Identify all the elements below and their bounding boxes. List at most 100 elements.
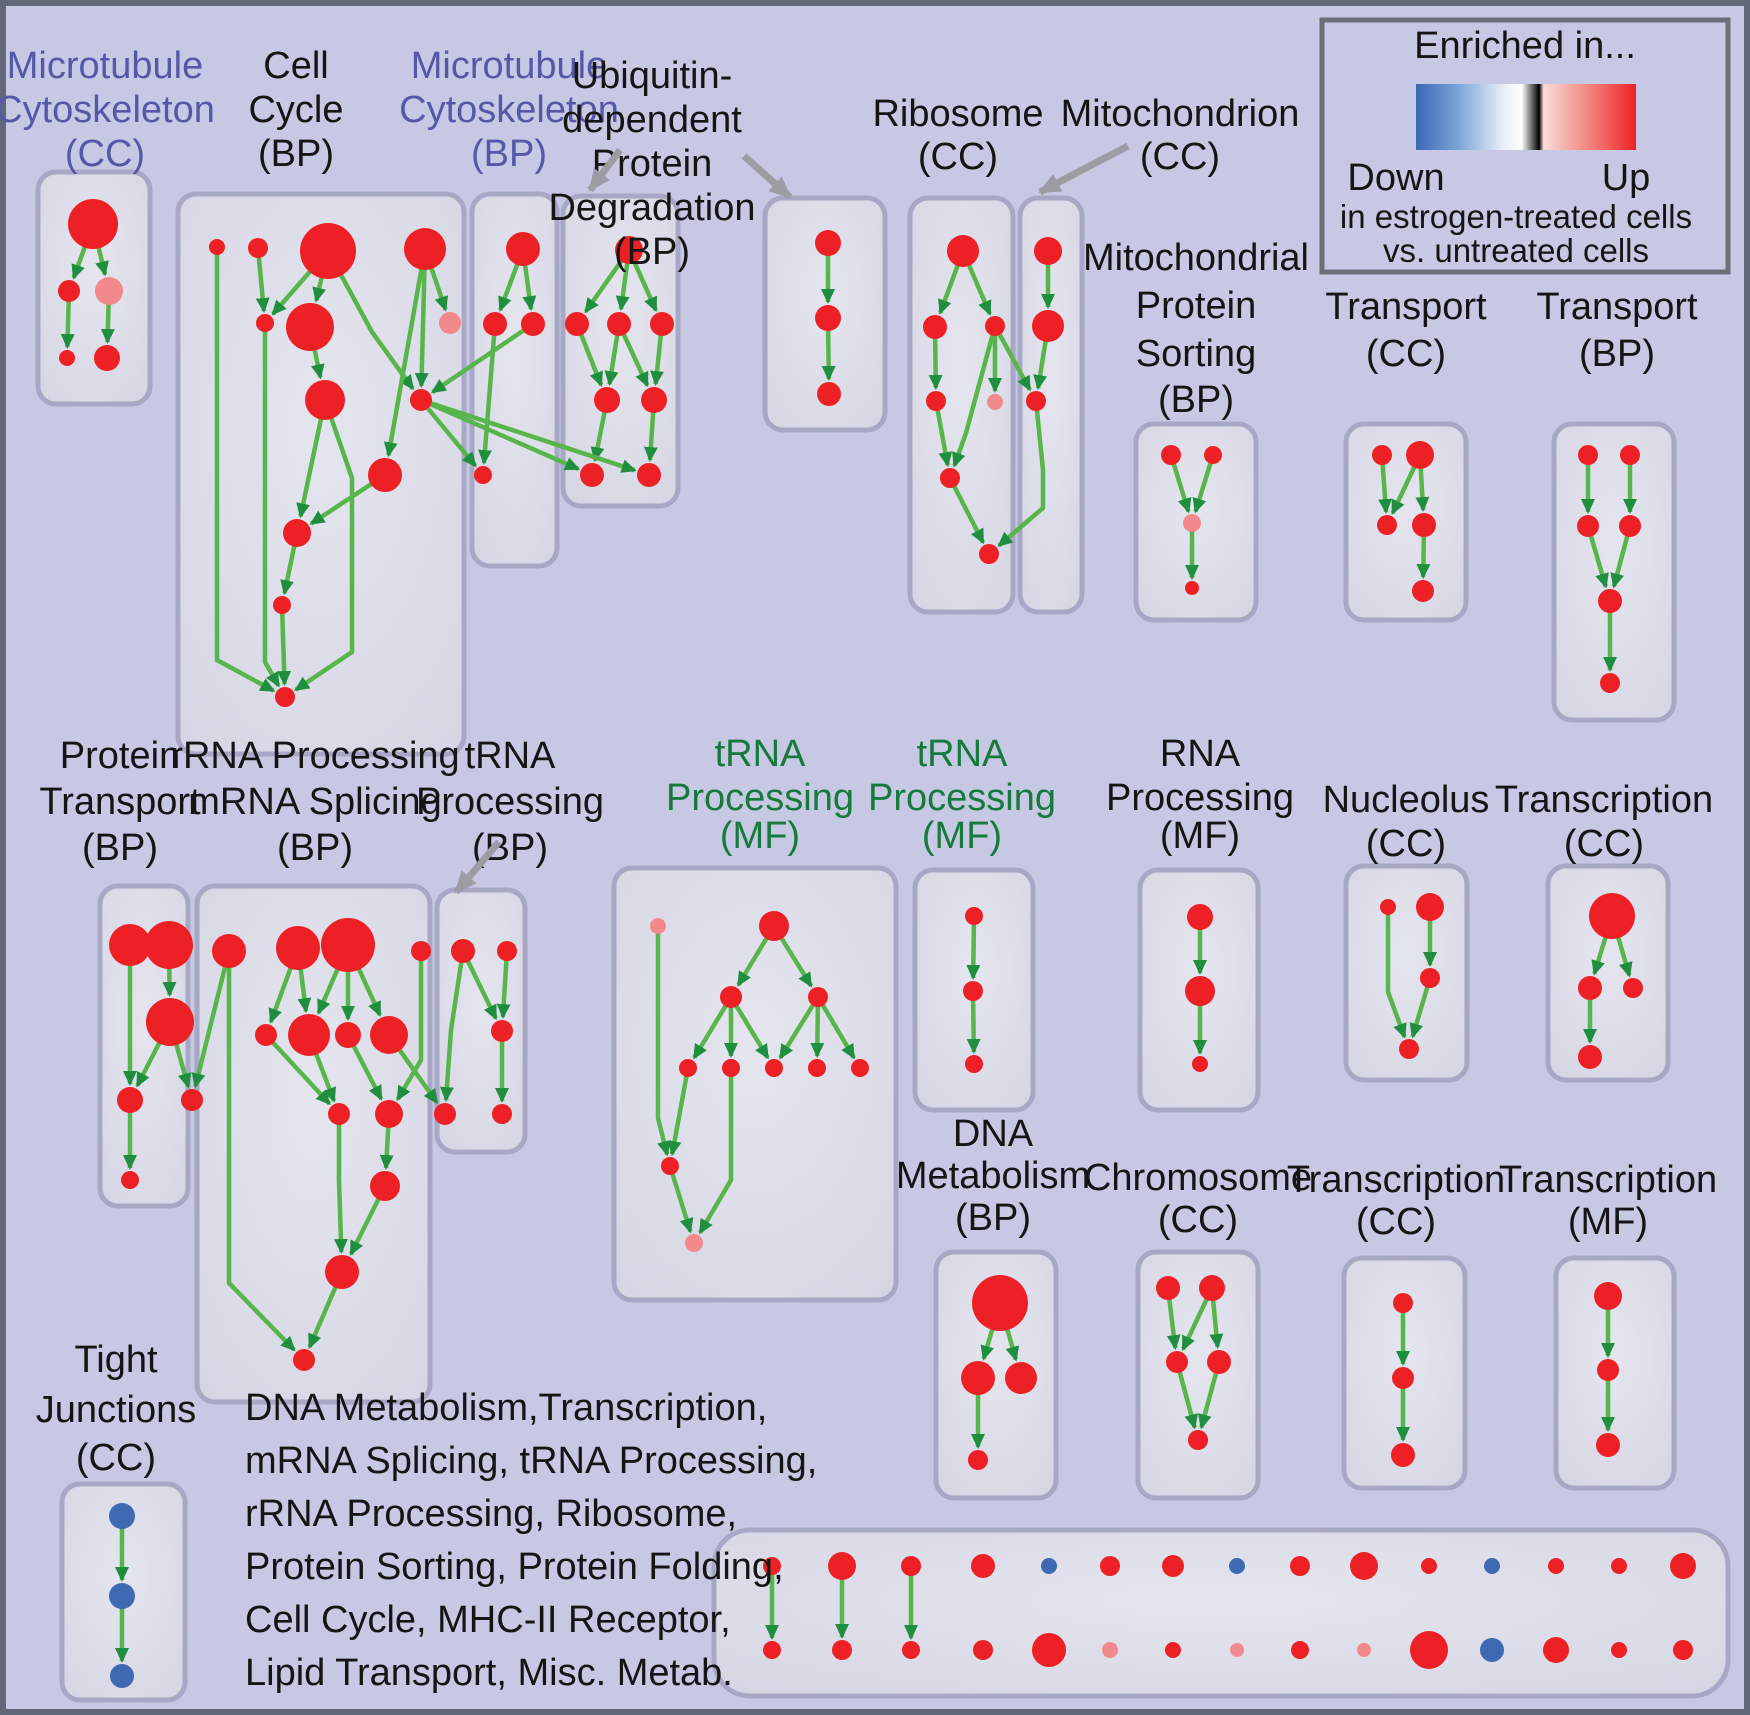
go-term-node-red (615, 236, 643, 264)
edge-arrow (729, 995, 770, 1060)
go-term-node-red (1026, 391, 1046, 411)
go-term-node-blue (109, 1583, 135, 1609)
go-term-node-pink (1230, 1643, 1244, 1657)
edge-arrow (419, 398, 478, 468)
cluster-box-cell-cycle-bp (175, 191, 467, 757)
label-pointer-arrow (453, 839, 502, 895)
cluster-label-ubiquitin-degradation-a: dependent (562, 99, 742, 141)
legend-title: Enriched in... (1414, 25, 1636, 67)
go-term-node-red (973, 1640, 993, 1660)
go-term-node-red (565, 312, 589, 336)
go-term-node-red (1623, 978, 1643, 998)
go-term-node-red (68, 199, 118, 249)
cluster-label-rna-transport-bp: (BP) (1579, 333, 1655, 375)
cluster-box-nucleolus-cc (1343, 863, 1470, 1083)
go-term-node-blue (110, 1664, 134, 1688)
go-term-node-red (1578, 976, 1602, 1000)
go-term-node-red (497, 941, 517, 961)
cluster-label-mitochondrial-protein-sorting-bp: (BP) (1158, 379, 1234, 421)
edge-arrow (667, 1165, 694, 1234)
go-term-node-red (492, 1104, 512, 1124)
go-term-node-red (926, 391, 946, 411)
edge-arrow (383, 248, 428, 458)
cluster-label-trna-processing-mf-2: (MF) (922, 815, 1002, 857)
go-term-node-pink (1102, 1642, 1118, 1658)
go-term-node-pink (1183, 514, 1201, 532)
cluster-label-rrna-processing-mrna-splicing-bp: rRNA Processing (170, 735, 459, 777)
legend-subtitle-line2: vs. untreated cells (1383, 232, 1649, 269)
go-term-node-red (1670, 1553, 1696, 1579)
go-term-node-red (901, 1556, 921, 1576)
go-term-node-red (1372, 445, 1392, 465)
go-term-node-red (325, 1255, 359, 1289)
go-term-node-red (305, 380, 345, 420)
go-term-node-red (1380, 899, 1396, 915)
go-term-node-red (1393, 1293, 1413, 1313)
go-term-node-red (273, 596, 291, 614)
edge-arrow (1174, 1361, 1198, 1430)
edge-arrow (778, 995, 820, 1060)
cluster-label-microtubule-cytoskeleton-bp: Cytoskeleton (399, 89, 619, 131)
go-term-node-pink (95, 277, 123, 305)
edge-arrow (294, 399, 355, 692)
edge-arrow (816, 995, 856, 1060)
go-term-node-red (506, 232, 540, 266)
cluster-label-nucleolus-cc: (CC) (1366, 823, 1446, 865)
edge-arrow (420, 397, 581, 472)
go-term-node-red (722, 1059, 740, 1077)
go-term-node-red (1611, 1558, 1627, 1574)
go-term-node-red (808, 987, 828, 1007)
go-term-node-red (817, 382, 841, 406)
cluster-label-transcription-cc-row2: Transcription (1495, 779, 1713, 821)
legend-up-label: Up (1602, 157, 1651, 199)
cluster-box-nuclear-transport-cc (1343, 421, 1469, 623)
go-term-node-red (300, 223, 356, 279)
go-term-node-red (759, 911, 789, 941)
category-note-line: Lipid Transport, Misc. Metab. (245, 1652, 733, 1694)
cluster-label-rna-processing-mf: Processing (1106, 777, 1294, 819)
cluster-label-transcription-cc-row2: (CC) (1564, 823, 1644, 865)
go-term-node-red (972, 1275, 1028, 1331)
cluster-label-nucleolus-cc: Nucleolus (1323, 779, 1490, 821)
go-term-node-red (947, 235, 979, 267)
edge-arrow (698, 1068, 734, 1235)
go-term-node-red (1578, 1045, 1602, 1069)
cluster-label-protein-transport-bp: Protein (60, 735, 180, 777)
go-term-node-red (145, 921, 193, 969)
go-term-node-red (121, 1171, 139, 1189)
label-pointer-arrow (1038, 142, 1130, 196)
go-term-node-red (410, 389, 432, 411)
go-term-node-red (1421, 1558, 1437, 1574)
go-term-node-red (765, 1059, 783, 1077)
cluster-label-ribosome-cc: Ribosome (872, 93, 1043, 135)
edge-arrow (262, 323, 281, 688)
go-term-node-red (1410, 1631, 1448, 1669)
edge-arrow (1385, 907, 1407, 1039)
go-term-node-red (641, 387, 667, 413)
go-term-node-red (1597, 1359, 1619, 1381)
go-term-node-pink (439, 312, 461, 334)
go-term-node-red (58, 280, 80, 302)
edge-arrow (966, 915, 981, 981)
go-term-node-red (276, 926, 320, 970)
edge-arrow (277, 604, 292, 687)
go-term-node-red (256, 314, 274, 332)
go-term-node-red (209, 239, 225, 255)
go-term-node-red (963, 981, 983, 1001)
go-term-node-red (521, 312, 545, 336)
go-term-node-red (375, 1100, 403, 1128)
go-term-node-red (1032, 1633, 1066, 1667)
edge-arrow (1409, 977, 1433, 1039)
cluster-box-microtubule-cytoskeleton-bp (469, 191, 560, 569)
cluster-label-dna-metabolism-bp: Metabolism (896, 1155, 1090, 1197)
label-pointer-arrow (741, 153, 793, 200)
cluster-label-nuclear-transport-cc: (CC) (1366, 333, 1446, 375)
edge-arrow (952, 325, 998, 468)
go-term-node-red (815, 305, 841, 331)
go-term-node-blue (1041, 1558, 1057, 1574)
go-term-node-red (59, 350, 75, 366)
cluster-label-transcription-mf: Transcription (1499, 1159, 1717, 1201)
go-term-node-red (1412, 513, 1436, 537)
category-note-line: DNA Metabolism,Transcription, (245, 1387, 767, 1429)
